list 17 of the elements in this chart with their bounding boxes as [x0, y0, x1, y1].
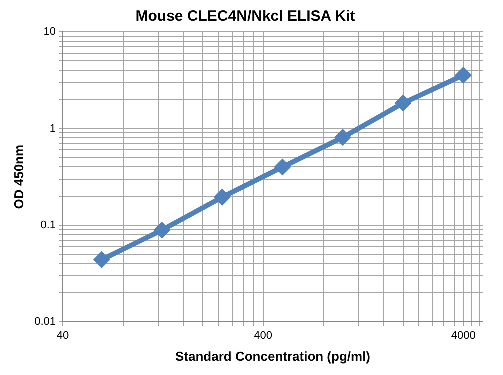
y-axis-title: OD 450nm: [11, 144, 26, 210]
point: [336, 130, 351, 146]
x-axis-title: Standard Concentration (pg/ml): [176, 348, 371, 364]
y-tick-label: 0.01: [34, 316, 56, 328]
y-tick-label: 10: [44, 26, 56, 38]
y-tick-label: 1: [50, 122, 56, 135]
x-tick-label: 40: [56, 330, 70, 342]
point: [396, 96, 411, 111]
chart-title: Mouse CLEC4N/Nkcl ELISA Kit: [136, 8, 356, 26]
x-tick-label: 4000: [451, 330, 476, 342]
point: [154, 222, 170, 238]
point: [214, 190, 230, 205]
x-tick-label: 400: [254, 330, 272, 342]
point: [275, 160, 290, 175]
point: [94, 252, 110, 268]
point: [456, 68, 472, 83]
y-tick-label: 0.1: [40, 220, 56, 232]
